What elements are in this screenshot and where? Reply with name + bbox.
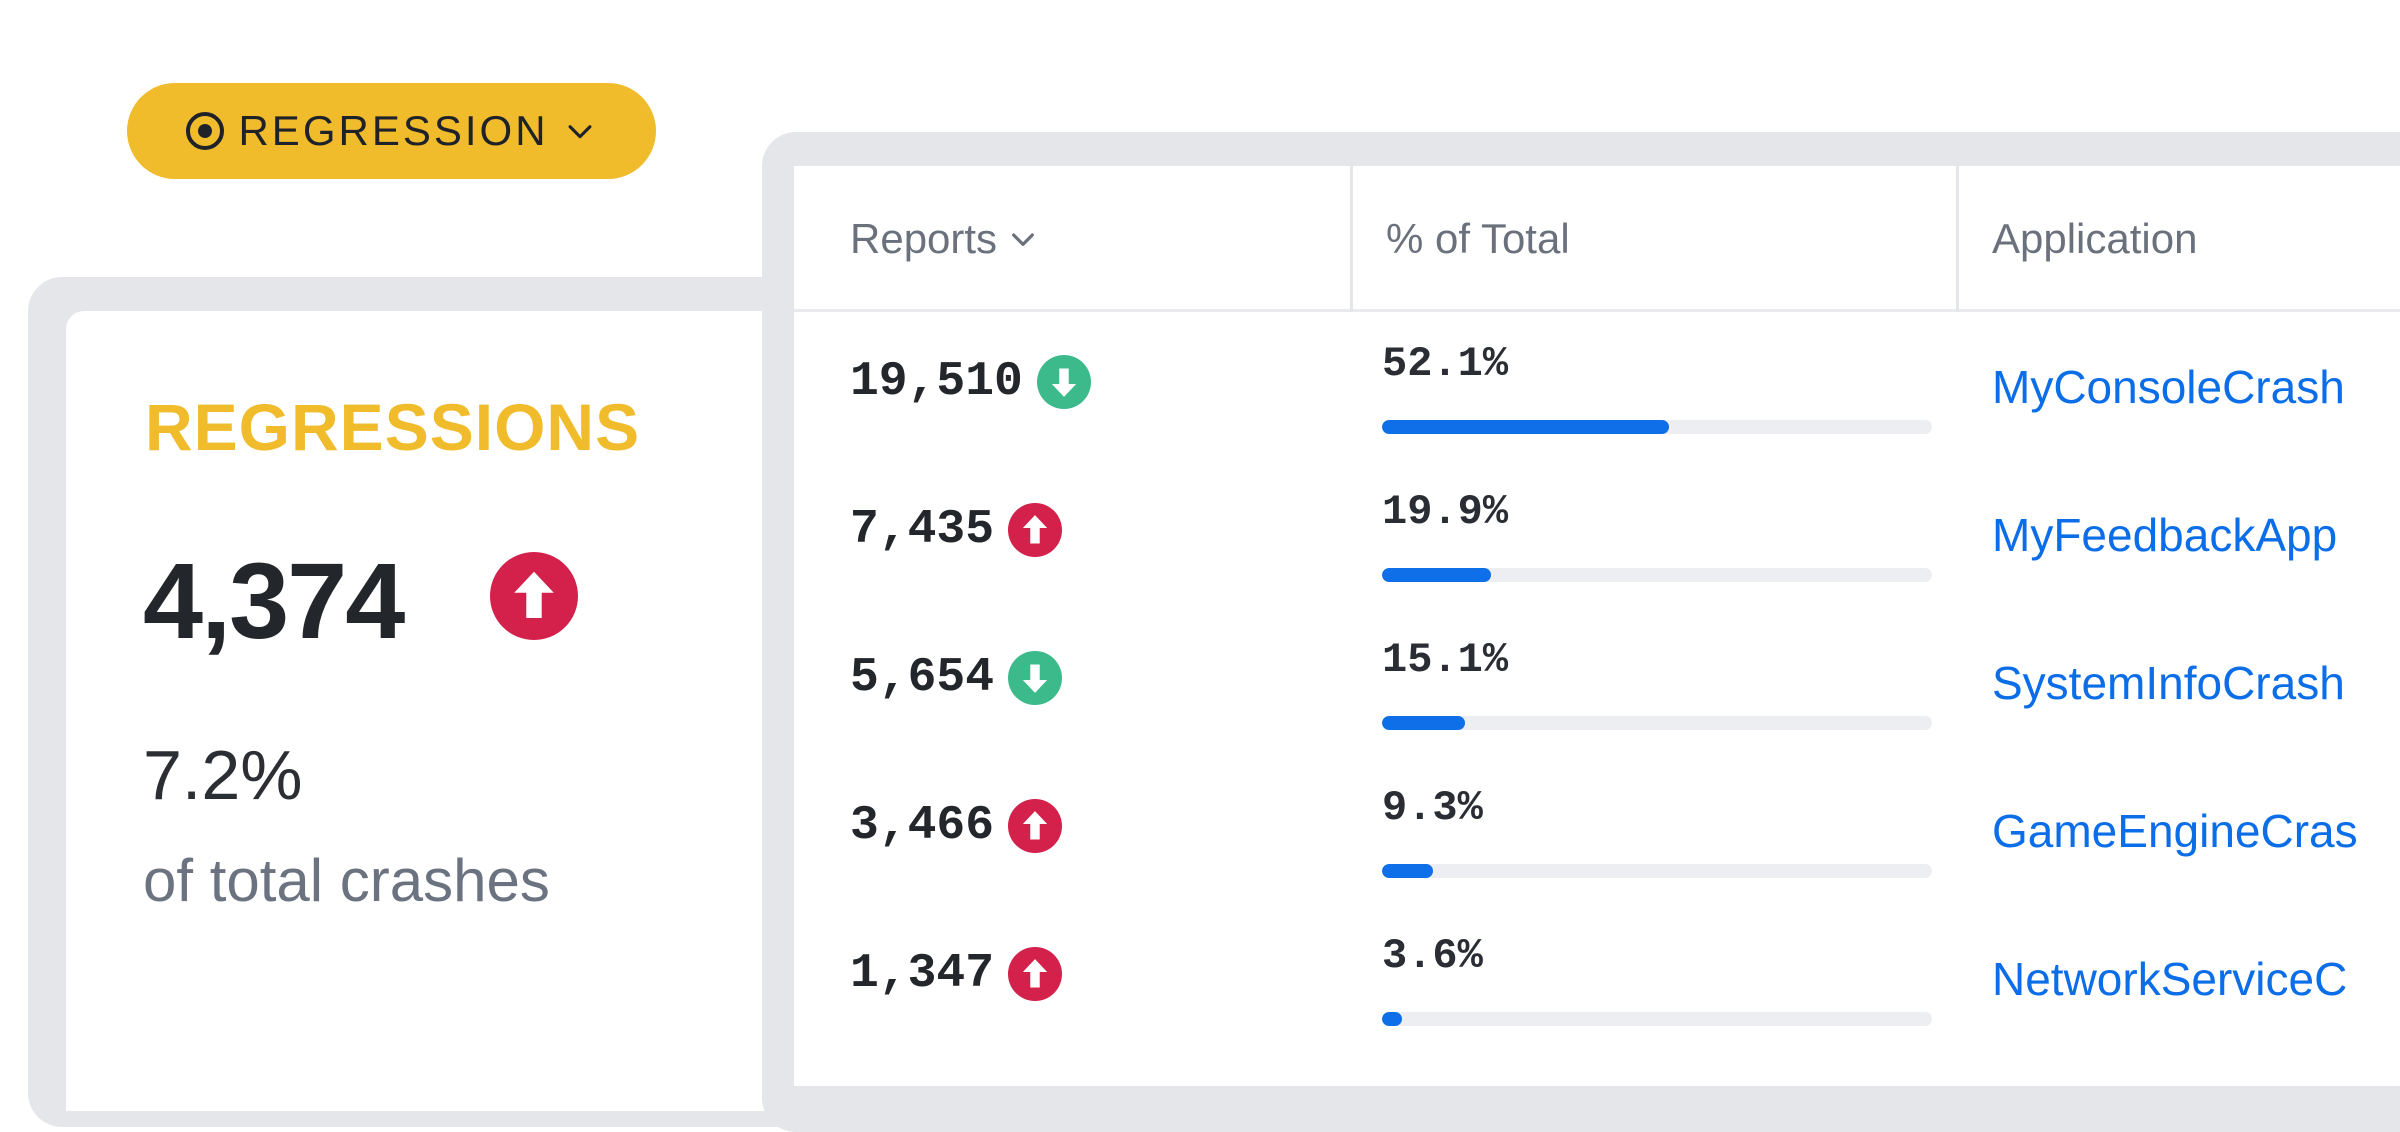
percent-bar <box>1382 420 1932 434</box>
chevron-down-icon <box>1012 233 1034 246</box>
reports-count: 19,510 <box>850 355 1023 409</box>
percent-bar <box>1382 568 1932 582</box>
percent-value: 15.1% <box>1382 636 1509 684</box>
reports-count: 3,466 <box>850 799 995 853</box>
summary-title: REGRESSIONS <box>145 390 641 464</box>
percent-value: 3.6% <box>1382 932 1483 980</box>
percent-value: 52.1% <box>1382 340 1509 388</box>
application-link[interactable]: NetworkServiceC <box>1992 953 2348 1005</box>
percent-bar-fill <box>1382 420 1669 434</box>
table-row: 7,435 19.9% MyFeedbackApp <box>794 460 2400 608</box>
percent-bar-fill <box>1382 568 1492 582</box>
arrow-down-circle-icon <box>1008 651 1063 705</box>
summary-caption: of total crashes <box>143 847 550 914</box>
reports-cell: 5,654 <box>850 651 1063 705</box>
application-link[interactable]: SystemInfoCrash <box>1992 657 2345 709</box>
reports-cell: 3,466 <box>850 799 1063 853</box>
column-divider <box>1956 166 1959 312</box>
application-link[interactable]: MyFeedbackApp <box>1992 509 2338 561</box>
arrow-up-circle-icon <box>490 552 578 640</box>
arrow-up-circle-icon <box>1008 947 1063 1001</box>
table-row: 3,466 9.3% GameEngineCras <box>794 756 2400 904</box>
percent-bar-fill <box>1382 864 1434 878</box>
application-link[interactable]: MyConsoleCrash <box>1992 361 2345 413</box>
reports-cell: 7,435 <box>850 503 1063 557</box>
percent-bar <box>1382 716 1932 730</box>
table-row: 19,510 52.1% MyConsoleCrash <box>794 312 2400 460</box>
percent-bar <box>1382 864 1932 878</box>
column-header-percent[interactable]: % of Total <box>1386 215 1570 262</box>
target-icon <box>186 112 225 150</box>
crash-table: Reports % of Total Application 19,510 52… <box>794 166 2400 1086</box>
column-divider <box>1350 166 1353 312</box>
table-header: Reports % of Total Application <box>794 166 2400 312</box>
reports-count: 7,435 <box>850 503 995 557</box>
column-header-reports-label: Reports <box>850 215 998 262</box>
percent-bar-fill <box>1382 716 1466 730</box>
arrow-down-circle-icon <box>1036 355 1091 409</box>
arrow-up-circle-icon <box>1008 799 1063 853</box>
table-row: 1,347 3.6% NetworkServiceC <box>794 904 2400 1052</box>
column-header-reports[interactable]: Reports <box>850 166 1039 312</box>
column-header-application[interactable]: Application <box>1992 215 2198 262</box>
table-row: 5,654 15.1% SystemInfoCrash <box>794 608 2400 756</box>
reports-cell: 19,510 <box>850 355 1091 409</box>
reports-count: 5,654 <box>850 651 995 705</box>
reports-count: 1,347 <box>850 947 995 1001</box>
chevron-down-icon <box>568 125 592 139</box>
reports-cell: 1,347 <box>850 947 1063 1001</box>
regression-filter-button[interactable]: REGRESSION <box>127 83 656 179</box>
summary-card <box>66 311 846 1111</box>
percent-value: 19.9% <box>1382 488 1509 536</box>
percent-value: 9.3% <box>1382 784 1483 832</box>
summary-percent: 7.2% <box>143 736 303 814</box>
percent-bar-fill <box>1382 1012 1402 1026</box>
summary-count: 4,374 <box>143 540 405 661</box>
percent-bar <box>1382 1012 1932 1026</box>
regression-filter-label: REGRESSION <box>238 107 549 154</box>
application-link[interactable]: GameEngineCras <box>1992 805 2358 857</box>
arrow-up-circle-icon <box>1008 503 1063 557</box>
